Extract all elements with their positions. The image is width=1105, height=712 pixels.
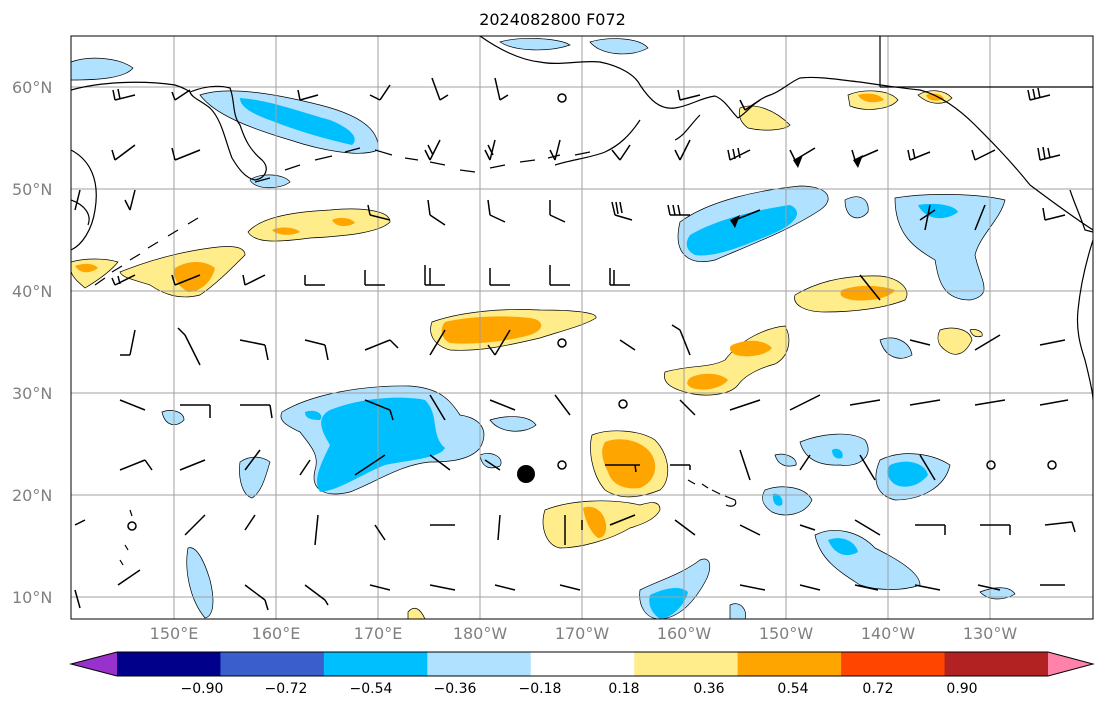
colorbar-segment [944,652,1049,676]
colorbar-segment [530,652,635,676]
colorbar-segment [841,652,946,676]
barb-pennants [730,155,863,228]
lat-label-50n: 50°N [12,180,53,199]
colorbar-extend-min [71,652,117,676]
lat-label-60n: 60°N [12,78,53,97]
colorbar-tick-label: −0.36 [433,681,477,697]
lon-label-160e: 160°E [251,624,301,643]
lon-label-170w: 170°W [554,624,610,643]
colorbar-tick-label: −0.72 [264,681,308,697]
colorbar-segment [117,652,221,676]
map-title: 2024082800 F072 [479,10,626,29]
colorbar-tick-label: 0.36 [693,681,725,697]
location-marker [517,465,535,483]
lat-label-30n: 30°N [12,384,53,403]
lon-label-180w: 180°W [452,624,508,643]
colorbar-tick-label: 0.90 [946,681,978,697]
colorbar-outline [69,651,1095,677]
colorbar-tick-label: −0.18 [518,681,562,697]
colorbar-tick-label: 0.18 [608,681,640,697]
colorbar-tick-label: 0.72 [862,681,894,697]
lon-label-170e: 170°E [353,624,403,643]
colorbar-segment [634,652,739,676]
lon-label-140w: 140°W [860,624,916,643]
colorbar-tick-label: −0.54 [349,681,393,697]
lat-label-40n: 40°N [12,282,53,301]
colorbar-tick-label: 0.54 [777,681,809,697]
colorbar-extend-max [1048,652,1093,676]
lon-label-160w: 160°W [656,624,712,643]
wind-barbs [74,77,1076,611]
colorbar-segment [323,652,428,676]
colorbar-segment [220,652,325,676]
lon-label-130w: 130°W [962,624,1018,643]
colorbar-segment [737,652,842,676]
colorbar-tick-label: −0.90 [180,681,224,697]
colorbar-segment [427,652,532,676]
map-frame [70,35,1094,620]
lat-label-20n: 20°N [12,486,53,505]
calm-markers [127,93,1057,531]
lat-label-10n: 10°N [12,588,53,607]
lon-label-150e: 150°E [149,624,199,643]
lon-label-150w: 150°W [758,624,814,643]
